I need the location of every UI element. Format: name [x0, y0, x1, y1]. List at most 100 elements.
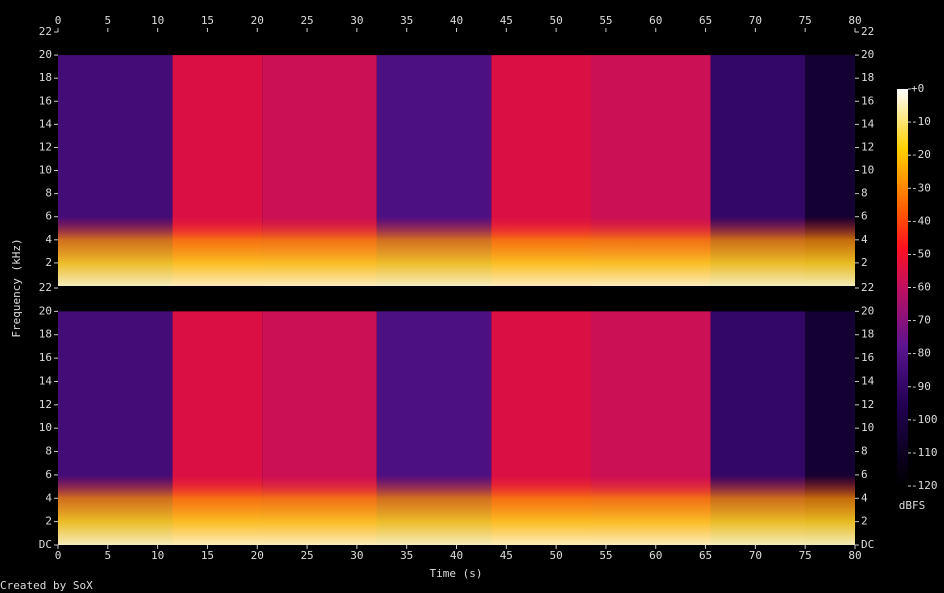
y-tick-label: 12: [39, 140, 52, 153]
x-tick-label: 20: [251, 14, 264, 27]
x-tick-label: 15: [201, 14, 214, 27]
x-axis-label: Time (s): [430, 567, 483, 580]
y-tick-label: DC: [39, 538, 52, 551]
y-tick-label: 18: [861, 71, 874, 84]
colorbar: [897, 89, 908, 486]
x-tick-label: 55: [599, 14, 612, 27]
x-tick-label: 45: [500, 14, 513, 27]
y-tick-label: 10: [861, 421, 874, 434]
low-frequency-band: [58, 311, 855, 545]
colorbar-tick-label: -120: [911, 479, 938, 492]
x-tick-label: 40: [450, 14, 463, 27]
colorbar-label: dBFS: [899, 499, 926, 512]
colorbar-tick-label: -60: [911, 281, 931, 294]
y-tick-label: DC: [861, 538, 874, 551]
colorbar-tick-label: -100: [911, 413, 938, 426]
colorbar-tick-label: -110: [911, 446, 938, 459]
x-tick-label: 30: [350, 549, 363, 562]
colorbar-tick-label: -30: [911, 181, 931, 194]
x-tick-label: 70: [749, 14, 762, 27]
x-tick-label: 80: [848, 14, 861, 27]
y-tick-label: 8: [45, 445, 52, 458]
low-frequency-band: [58, 55, 855, 286]
colorbar-tick-label: -50: [911, 247, 931, 260]
colorbar-tick-label: -90: [911, 380, 931, 393]
x-tick-label: 0: [55, 549, 62, 562]
y-tick-label: 4: [861, 233, 868, 246]
x-tick-label: 50: [550, 549, 563, 562]
y-tick-label: 4: [45, 233, 52, 246]
y-tick-label: 12: [39, 398, 52, 411]
x-tick-label: 5: [105, 549, 112, 562]
y-tick-label: 20: [861, 304, 874, 317]
x-tick-label: 25: [300, 14, 313, 27]
y-tick-label: 14: [39, 374, 53, 387]
y-tick-label: 22: [861, 25, 874, 38]
y-tick-label: 6: [861, 210, 868, 223]
y-tick-label: 22: [39, 281, 52, 294]
x-tick-label: 40: [450, 549, 463, 562]
y-tick-label: 20: [39, 304, 52, 317]
x-tick-label: 15: [201, 549, 214, 562]
y-tick-label: 16: [861, 94, 874, 107]
y-tick-label: 8: [45, 187, 52, 200]
y-tick-label: 16: [861, 351, 874, 364]
y-tick-label: 20: [861, 48, 874, 61]
x-tick-label: 10: [151, 549, 164, 562]
x-tick-label: 75: [799, 14, 812, 27]
y-tick-label: 10: [861, 164, 874, 177]
colorbar-tick-label: -10: [911, 115, 931, 128]
x-tick-label: 35: [400, 14, 413, 27]
y-tick-label: 22: [861, 281, 874, 294]
y-tick-label: 12: [861, 140, 874, 153]
y-tick-label: 14: [861, 374, 875, 387]
y-tick-label: 14: [861, 117, 875, 130]
x-tick-label: 70: [749, 549, 762, 562]
y-tick-label: 2: [861, 515, 868, 528]
credit: Created by SoX: [0, 579, 93, 592]
y-tick-label: 8: [861, 187, 868, 200]
y-tick-label: 18: [39, 328, 52, 341]
y-tick-label: 18: [39, 71, 52, 84]
y-tick-label: 18: [861, 328, 874, 341]
x-tick-label: 80: [848, 549, 861, 562]
y-tick-label: 20: [39, 48, 52, 61]
colorbar-tick-label: +0: [911, 82, 924, 95]
x-tick-label: 0: [55, 14, 62, 27]
y-axis-label: Frequency (kHz): [10, 238, 23, 337]
y-tick-label: 4: [861, 491, 868, 504]
y-tick-label: 22: [39, 25, 52, 38]
x-tick-label: 65: [699, 14, 712, 27]
y-tick-label: 2: [861, 256, 868, 269]
y-tick-label: 6: [45, 468, 52, 481]
x-tick-label: 20: [251, 549, 264, 562]
x-tick-label: 45: [500, 549, 513, 562]
x-tick-label: 60: [649, 14, 662, 27]
y-tick-label: 16: [39, 351, 52, 364]
colorbar-tick-label: -40: [911, 214, 931, 227]
y-tick-label: 6: [861, 468, 868, 481]
x-tick-label: 60: [649, 549, 662, 562]
y-tick-label: 2: [45, 256, 52, 269]
x-tick-label: 10: [151, 14, 164, 27]
y-tick-label: 6: [45, 210, 52, 223]
y-tick-label: 10: [39, 421, 52, 434]
x-tick-label: 55: [599, 549, 612, 562]
colorbar-tick-label: -80: [911, 347, 931, 360]
y-tick-label: 14: [39, 117, 53, 130]
y-tick-label: 10: [39, 164, 52, 177]
colorbar-tick-label: -20: [911, 148, 931, 161]
y-tick-label: 4: [45, 491, 52, 504]
x-tick-label: 30: [350, 14, 363, 27]
x-tick-label: 50: [550, 14, 563, 27]
y-tick-label: 8: [861, 445, 868, 458]
y-tick-label: 2: [45, 515, 52, 528]
colorbar-tick-label: -70: [911, 314, 931, 327]
y-tick-label: 16: [39, 94, 52, 107]
y-tick-label: 12: [861, 398, 874, 411]
x-tick-label: 65: [699, 549, 712, 562]
x-tick-label: 25: [300, 549, 313, 562]
x-tick-label: 35: [400, 549, 413, 562]
